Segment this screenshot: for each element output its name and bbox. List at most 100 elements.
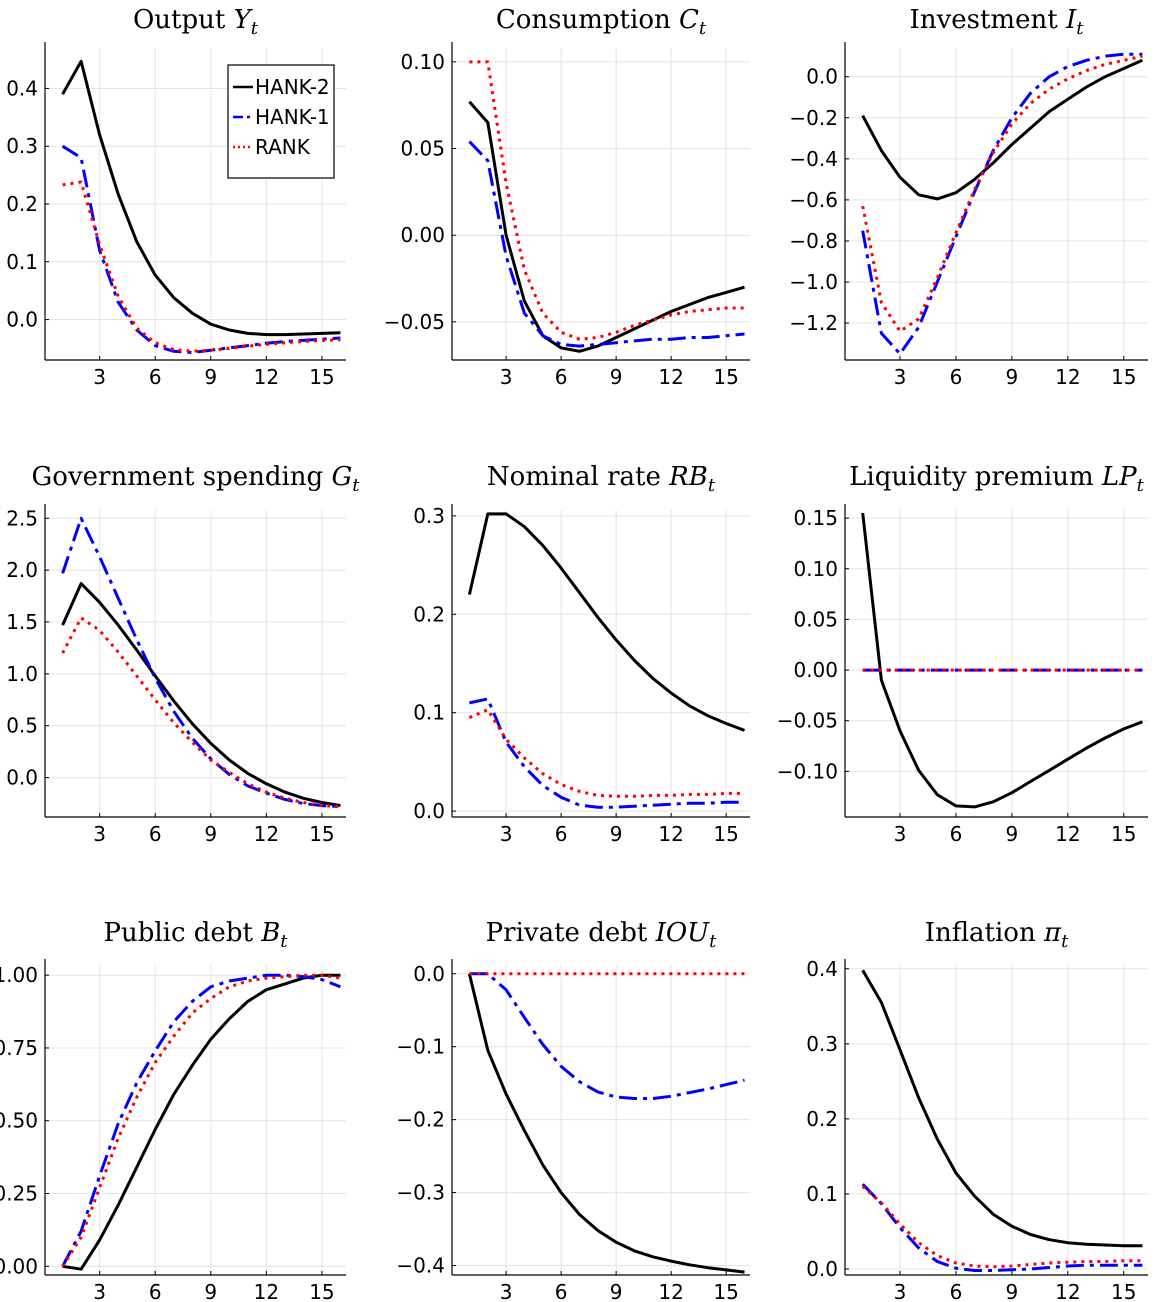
y-tick-label: −0.3 [396,1181,445,1205]
y-tick-label: 0.2 [6,192,38,216]
y-tick-label: 0.00 [793,658,838,682]
x-tick-label: 15 [1111,365,1136,389]
series-line-rank [468,708,745,798]
panel-title-variable: RB [668,462,708,492]
panel-title-text: Liquidity premium [849,462,1102,492]
series-line-hank-1 [468,140,745,348]
panel-1: 3 6 9 12 15 0.10 0.05 0.00 −0.05 Consumption Ct [384,5,750,389]
panel-title-variable: π [1043,918,1062,948]
x-tick-label: 6 [950,822,963,846]
y-tick-label: 1.00 [0,963,38,987]
panel-title-variable: C [679,5,699,35]
x-tick-label: 15 [713,365,738,389]
panel-title-text: Investment [910,5,1066,35]
panel-title-subscript: t [1076,18,1084,39]
legend-box [227,64,335,179]
y-tick-label: 0.10 [793,557,838,581]
x-tick-label: 6 [149,365,162,389]
y-tick-label: −0.1 [396,1035,445,1059]
panel-3: 3 6 9 12 15 2.5 2.0 1.5 1.0 0.5 0.0 Government spen… [6,462,360,846]
x-tick-label: 9 [610,1280,623,1302]
panel-title-variable: Y [234,5,254,35]
x-tick-label: 15 [1111,822,1136,846]
y-tick-label: 0.0 [413,962,445,986]
series-line-rank [62,180,341,353]
x-tick-label: 15 [309,1280,334,1302]
y-tick-label: −0.8 [789,229,838,253]
x-tick-label: 6 [950,1280,963,1302]
x-tick-label: 6 [555,822,568,846]
legend-label: HANK-2 [255,75,330,99]
y-tick-label: 0.5 [6,714,38,738]
panel-title-text: Inflation [925,918,1044,948]
panel-4: 3 6 9 12 15 0.3 0.2 0.1 0.0 Nominal rate RBt [413,462,750,846]
y-tick-label: 1.0 [6,662,38,686]
series-line-hank-2 [468,100,745,353]
series-line-hank-1 [469,697,745,809]
x-tick-label: 3 [500,1280,513,1302]
series-line-rank [61,973,341,1268]
panel-title: Government spending Gt [32,462,361,496]
y-tick-label: −0.05 [777,709,838,733]
y-tick-label: 0.15 [793,506,838,530]
series-line-hank-2 [62,973,341,1271]
x-tick-label: 12 [1055,1280,1080,1302]
y-tick-label: −0.6 [789,188,838,212]
panel-title-text: Government spending [32,462,332,492]
x-tick-label: 9 [610,365,623,389]
y-tick-label: −0.4 [396,1254,445,1278]
y-tick-label: 0.05 [400,137,445,161]
y-tick-label: 0.50 [0,1109,38,1133]
y-tick-label: 0.4 [806,957,838,981]
x-tick-label: 6 [555,365,568,389]
panel-title-subscript: t [352,475,360,496]
x-tick-label: 12 [254,1280,279,1302]
panel-title-text: Public debt [103,918,261,948]
x-tick-label: 3 [500,365,513,389]
panel-title: Nominal rate RBt [487,462,716,496]
x-tick-label: 6 [149,1280,162,1302]
series-line-rank [861,1185,1143,1269]
panel-title-variable: LP [1101,462,1137,492]
series-line-hank-1 [861,52,1143,356]
y-tick-label: 0.00 [400,223,445,247]
panel-6: 3 6 9 12 15 1.00 0.75 0.50 0.25 0.00 Public debt B… [0,918,346,1302]
panel-title-subscript: t [280,931,288,952]
x-tick-label: 9 [1006,365,1019,389]
x-tick-label: 12 [254,365,279,389]
panel-title: Inflation πt [925,918,1069,952]
x-tick-label: 3 [894,1280,907,1302]
x-tick-label: 12 [658,365,683,389]
y-tick-label: 0.0 [6,308,38,332]
x-tick-label: 3 [93,822,106,846]
panel-title: Output Yt [133,5,259,39]
y-tick-label: 0.3 [413,504,445,528]
x-tick-label: 12 [1055,365,1080,389]
x-tick-label: 3 [93,1280,106,1302]
series-line-hank-2 [467,973,745,1274]
series-line-hank-2 [467,512,746,732]
y-tick-label: −0.2 [396,1108,445,1132]
y-tick-label: 2.0 [6,558,38,582]
y-tick-label: 1.5 [6,610,38,634]
x-tick-label: 9 [610,822,623,846]
series-line-hank-1 [469,972,745,1100]
y-tick-label: 0.3 [6,134,38,158]
x-tick-label: 6 [950,365,963,389]
panel-2: 3 6 9 12 15 0.0 −0.2 −0.4 −0.6 −0.8 −1.0 −1.2 Invest… [789,5,1148,389]
panel-title: Investment It [910,5,1085,39]
panel-title-text: Output [133,5,234,35]
panel-8: 3 6 9 12 15 0.4 0.3 0.2 0.1 0.0 Inflation πt [806,918,1148,1302]
panel-title-subscript: t [1061,931,1069,952]
panel-title-text: Private debt [486,918,656,948]
y-tick-label: −0.05 [384,310,445,334]
y-tick-label: 0.2 [413,602,445,626]
y-tick-label: 0.10 [400,50,445,74]
x-tick-label: 9 [204,822,217,846]
panel-title-text: Nominal rate [487,462,669,492]
panel-title: Private debt IOUt [486,918,717,952]
panel-title-subscript: t [1137,475,1145,496]
y-tick-label: 0.0 [806,1257,838,1281]
x-tick-label: 9 [204,365,217,389]
